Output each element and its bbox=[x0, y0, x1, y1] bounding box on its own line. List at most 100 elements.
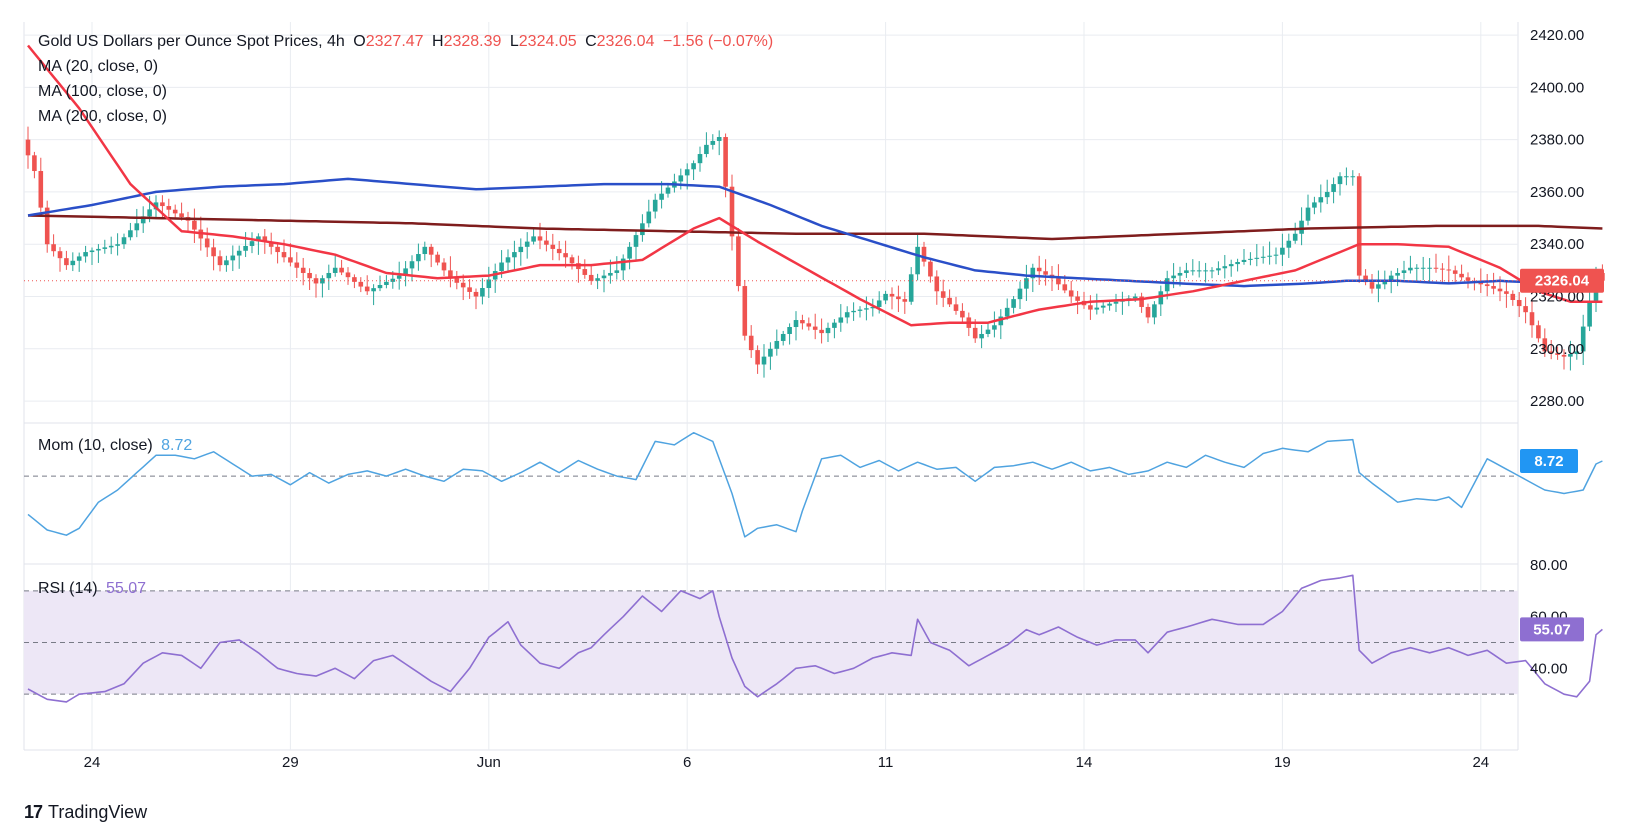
candle-body bbox=[928, 261, 933, 277]
candle-body bbox=[300, 267, 306, 273]
symbol-title: Gold US Dollars per Ounce Spot Prices, 4… bbox=[38, 33, 345, 50]
candle-body bbox=[1132, 296, 1138, 299]
candle-body bbox=[409, 261, 415, 269]
candle-body bbox=[697, 154, 703, 164]
candle-body bbox=[1548, 351, 1554, 354]
candle-body bbox=[44, 207, 50, 245]
candle-body bbox=[153, 202, 159, 210]
ma200-legend[interactable]: MA (200, close, 0) bbox=[38, 108, 167, 125]
candle-body bbox=[1177, 272, 1183, 276]
candle-body bbox=[1427, 267, 1432, 269]
time-tick-label: 24 bbox=[1472, 754, 1489, 771]
mom-legend[interactable]: Mom (10, close) 8.72 bbox=[38, 437, 196, 455]
candle-body bbox=[396, 275, 402, 279]
candle-body bbox=[243, 245, 248, 251]
candle-body bbox=[1344, 176, 1349, 178]
ma100-line bbox=[27, 177, 1603, 288]
candle-body bbox=[979, 333, 984, 339]
candle-body bbox=[601, 275, 607, 279]
candle-body bbox=[1075, 296, 1080, 301]
candle-body bbox=[1196, 270, 1202, 272]
candle-body bbox=[992, 325, 997, 330]
candle-body bbox=[25, 139, 31, 156]
candle-body bbox=[710, 140, 716, 145]
candle-body bbox=[864, 308, 869, 310]
candle-body bbox=[1248, 258, 1253, 260]
candle-body bbox=[1043, 271, 1048, 275]
candle-body bbox=[800, 320, 805, 324]
tradingview-brand[interactable]: 17 TradingView bbox=[24, 802, 147, 823]
price-tick-label: 2320.00 bbox=[1530, 289, 1584, 306]
candle-body bbox=[1542, 338, 1548, 352]
candle-body bbox=[1369, 282, 1375, 289]
candle-body bbox=[83, 252, 88, 257]
candle-body bbox=[787, 327, 792, 334]
candle-body bbox=[320, 278, 325, 284]
candle-body bbox=[972, 327, 978, 339]
candle-body bbox=[32, 155, 37, 172]
ma20-legend[interactable]: MA (20, close, 0) bbox=[38, 58, 159, 75]
candle-body bbox=[364, 286, 370, 292]
candle-body bbox=[1465, 277, 1471, 281]
candle-body bbox=[192, 220, 197, 230]
candle-body bbox=[1395, 272, 1400, 276]
candle-body bbox=[505, 257, 511, 263]
last-price-badge bbox=[1520, 268, 1604, 293]
candle-body bbox=[595, 278, 600, 281]
time-tick-label: 11 bbox=[878, 754, 894, 771]
low-label: L bbox=[509, 33, 519, 50]
candle-body bbox=[268, 241, 274, 247]
candle-body bbox=[1376, 284, 1381, 289]
candle-body bbox=[1011, 299, 1016, 308]
candle-body bbox=[736, 236, 741, 287]
candle-body bbox=[812, 326, 818, 330]
price-tick-label: 2280.00 bbox=[1530, 393, 1584, 410]
candle-body bbox=[755, 350, 760, 365]
rsi-tick-label: 40.00 bbox=[1530, 660, 1568, 677]
candle-body bbox=[121, 237, 127, 245]
rsi-line bbox=[27, 574, 1603, 703]
candle-body bbox=[1363, 275, 1368, 283]
candle-body bbox=[1497, 288, 1503, 292]
rsi-tick-label: 80.00 bbox=[1530, 557, 1568, 574]
candle-body bbox=[102, 247, 108, 249]
ma200-line bbox=[27, 214, 1603, 241]
candle-body bbox=[806, 323, 812, 327]
price-tick-label: 2360.00 bbox=[1530, 184, 1584, 201]
rsi-legend[interactable]: RSI (14) 55.07 bbox=[38, 580, 150, 598]
candle-body bbox=[1312, 202, 1317, 208]
candle-body bbox=[275, 246, 280, 253]
candle-body bbox=[1580, 326, 1586, 352]
candle-body bbox=[1504, 291, 1509, 294]
candle-body bbox=[1440, 268, 1445, 270]
ma100-legend[interactable]: MA (100, close, 0) bbox=[38, 83, 167, 100]
high-value: 2328.39 bbox=[443, 33, 502, 50]
candle-body bbox=[1401, 270, 1407, 273]
candle-body bbox=[204, 238, 210, 248]
candle-body bbox=[1408, 267, 1413, 271]
candle-body bbox=[358, 281, 364, 287]
candle-body bbox=[1164, 278, 1170, 292]
candle-body bbox=[57, 251, 63, 259]
candle-body bbox=[352, 277, 357, 282]
candle-body bbox=[1433, 267, 1439, 269]
candle-body bbox=[499, 262, 504, 272]
candle-body bbox=[614, 270, 620, 273]
candle-body bbox=[659, 193, 664, 200]
candle-body bbox=[1555, 353, 1560, 355]
candle-body bbox=[1484, 284, 1490, 287]
candle-body bbox=[345, 272, 351, 278]
time-tick-label: Jun bbox=[477, 754, 501, 771]
candle-body bbox=[1113, 301, 1119, 304]
candle-body bbox=[569, 257, 575, 264]
candle-body bbox=[691, 163, 696, 170]
candle-body bbox=[147, 209, 152, 217]
candle-body bbox=[563, 253, 568, 258]
open-label: O bbox=[353, 33, 366, 50]
candle-body bbox=[115, 244, 120, 246]
last-price-badge-text: 2326.04 bbox=[1535, 273, 1590, 290]
candle-body bbox=[544, 240, 549, 245]
candle-body bbox=[96, 248, 101, 251]
